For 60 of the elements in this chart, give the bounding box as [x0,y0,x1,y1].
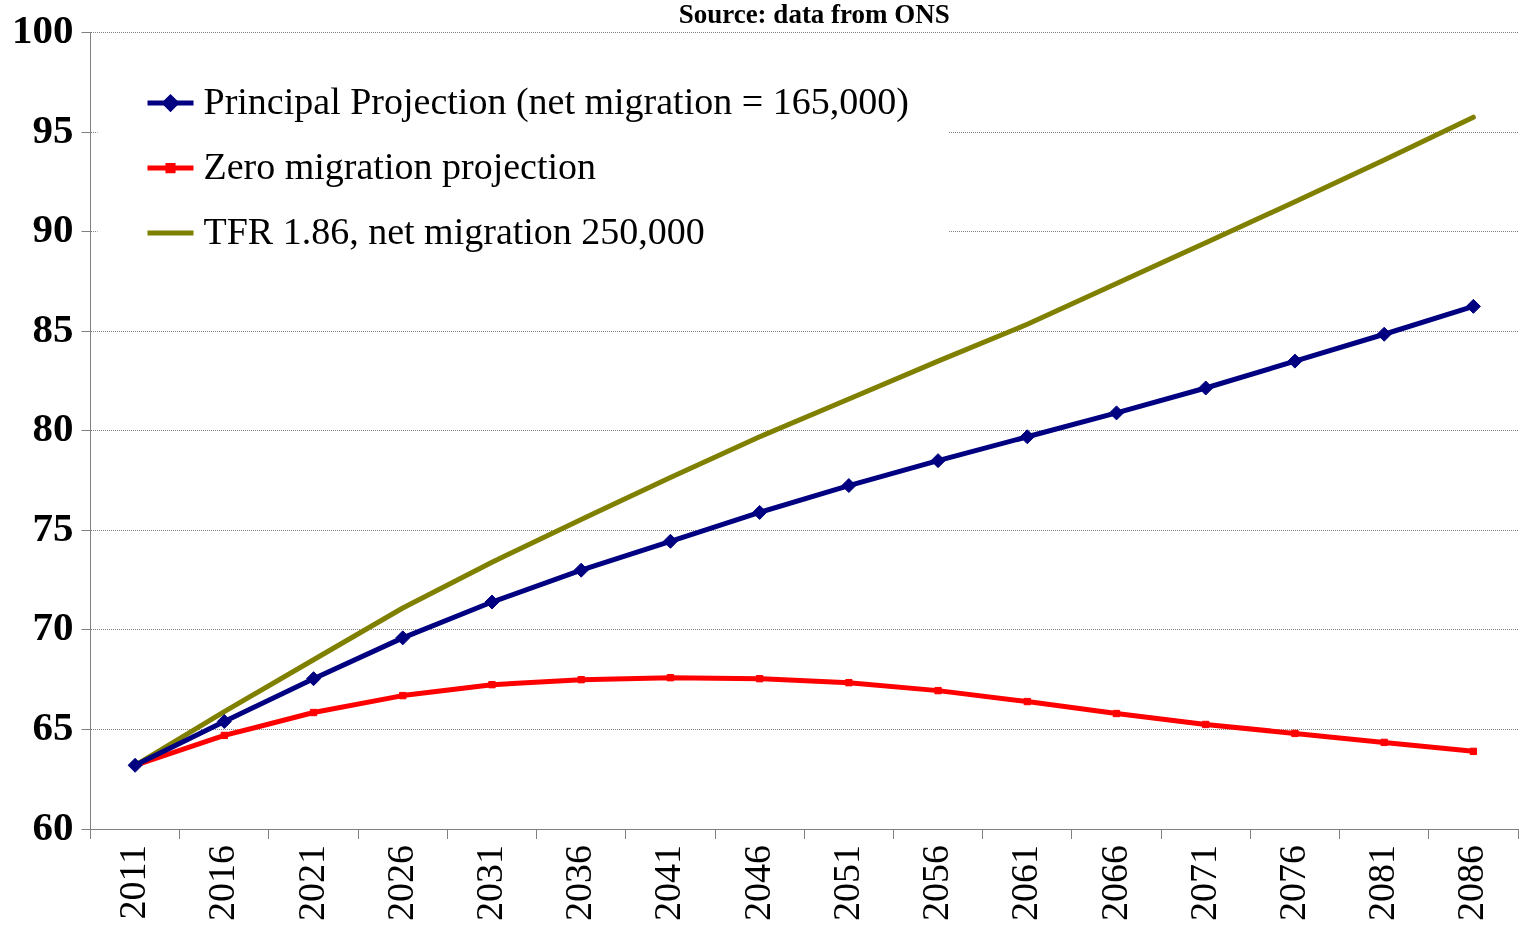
y-tick-label: 75 [32,503,74,550]
point [1019,429,1035,445]
x-tick-label: 2011 [111,845,154,920]
x-tick-label: 2071 [1181,845,1224,921]
point [1291,729,1299,738]
point [216,713,232,729]
y-tick-label: 100 [12,6,74,53]
x-tick-label: 2051 [824,845,867,921]
point [127,757,143,773]
x-tick-label: 2081 [1360,845,1403,921]
y-tick-label: 65 [32,703,74,750]
legend-label: TFR 1.86, net migration 250,000 [203,210,705,253]
y-tick-label: 60 [32,802,74,849]
point [488,680,496,689]
point [484,594,500,610]
x-tick-label: 2041 [646,845,689,921]
point [1023,697,1031,706]
x-tick-label: 2076 [1270,845,1313,921]
point [1202,720,1210,729]
x-tick-label: 2056 [914,845,957,921]
y-tick-label: 85 [32,304,74,351]
x-tick-label: 2016 [200,845,243,921]
point [845,678,853,687]
point [1112,709,1121,718]
point [666,674,675,682]
x-tick-label: 2086 [1449,845,1492,921]
point [841,478,857,494]
x-tick-label: 2021 [289,845,332,921]
x-tick-label: 2031 [467,845,510,921]
x-tick-label: 2026 [378,845,421,921]
point [1465,298,1481,314]
point [930,453,946,469]
point [577,675,585,684]
point [755,675,764,683]
point [395,630,411,646]
point [1380,738,1388,747]
legend-label: Zero migration projection [203,145,597,188]
y-tick-label: 70 [32,603,74,650]
x-tick-label: 2066 [1092,845,1135,921]
y-tick-label: 95 [32,105,74,152]
point [1376,326,1392,342]
point [662,533,678,549]
y-tick-label: 80 [32,404,74,451]
legend-label: Principal Projection (net migration = 165,000) [203,80,909,124]
point [1109,405,1125,421]
point [306,671,322,687]
point [1287,353,1303,369]
x-tick-label: 2061 [1003,845,1046,921]
point [934,686,942,695]
point [752,504,768,520]
point [399,691,407,700]
point [309,708,318,717]
point [1469,747,1478,756]
point [573,562,589,578]
x-tick-label: 2036 [557,845,600,921]
x-tick-label: 2046 [735,845,778,921]
point [1198,380,1214,396]
point [220,731,229,740]
y-tick-label: 90 [32,205,74,252]
chart-title: Source: data from ONS [678,0,950,30]
